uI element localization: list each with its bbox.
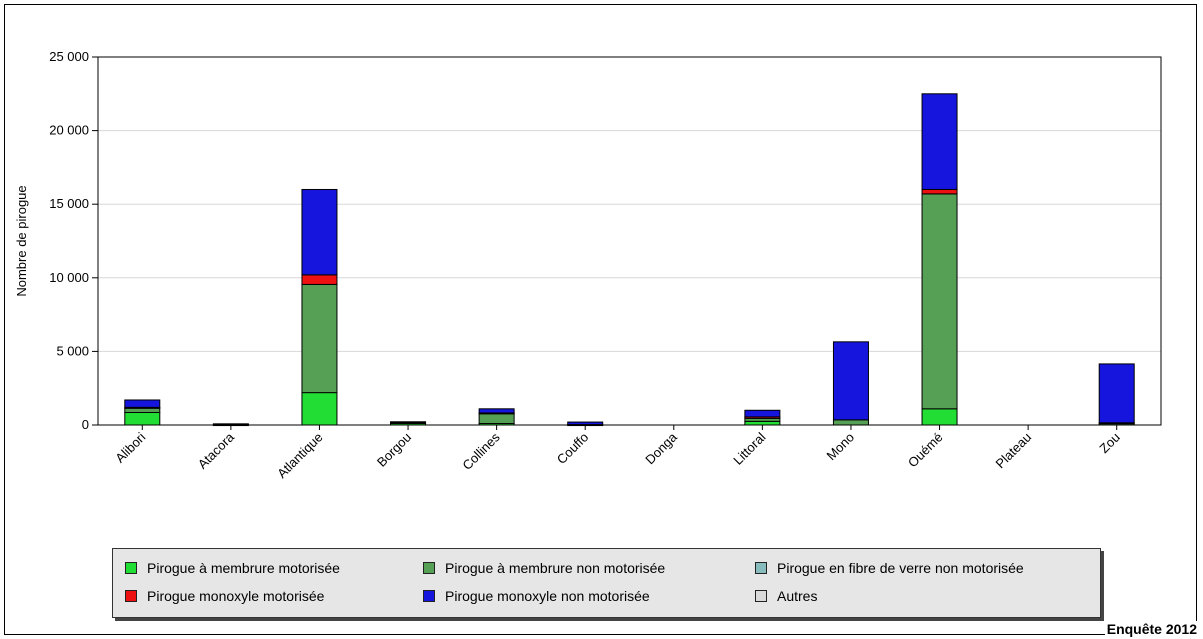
legend-label: Autres	[777, 588, 818, 604]
legend-label: Pirogue monoxyle non motorisée	[445, 588, 650, 604]
legend-swatch	[423, 562, 435, 574]
x-tick-label: Littoral	[730, 429, 768, 467]
bar-segment	[301, 188, 338, 276]
x-tick-label: Donga	[642, 429, 680, 467]
legend-swatch	[755, 562, 767, 574]
bar-segment	[301, 274, 338, 285]
legend-swatch	[755, 590, 767, 602]
x-tick-label: Ouémé	[905, 430, 946, 471]
bar-segment	[832, 341, 869, 421]
legend-label: Pirogue en fibre de verre non motorisée	[777, 560, 1024, 576]
bar-segment	[567, 421, 604, 426]
bar-segment	[478, 412, 515, 425]
bar-segment	[744, 420, 781, 426]
bar-segment	[921, 93, 958, 190]
bar-segment	[124, 411, 161, 426]
x-tick-label: Alibori	[112, 429, 148, 465]
bars	[124, 93, 1135, 427]
legend-label: Pirogue à membrure motorisée	[147, 560, 340, 576]
legend-label: Pirogue monoxyle motorisée	[147, 588, 325, 604]
y-axis-title: Nombre de pirogue	[14, 185, 29, 296]
legend-item: Pirogue en fibre de verre non motorisée	[755, 560, 1024, 576]
bar-segment	[921, 408, 958, 426]
x-tick-label: Plateau	[992, 430, 1034, 472]
bar-segment	[301, 392, 338, 426]
x-tick-label: Couffo	[554, 430, 592, 468]
y-tick-label: 5 000	[56, 343, 89, 358]
y-tick-label: 10 000	[49, 270, 89, 285]
bar-segment	[390, 421, 427, 424]
bar-segment	[921, 193, 958, 410]
legend-item: Pirogue monoxyle motorisée	[125, 588, 324, 604]
bar-segment	[124, 399, 161, 408]
x-tick-label: Atlantique	[274, 430, 325, 481]
y-tick-label: 15 000	[49, 196, 89, 211]
x-tick-label: Atacora	[195, 429, 238, 472]
legend-swatch	[423, 590, 435, 602]
x-tick-label: Mono	[823, 430, 857, 464]
y-tick-label: 0	[82, 417, 89, 432]
legend-item: Autres	[755, 588, 817, 604]
legend-label: Pirogue à membrure non motorisée	[445, 560, 666, 576]
gridlines	[98, 130, 1161, 352]
bar-segment	[921, 188, 958, 195]
survey-label: Enquête 2012	[1104, 621, 1199, 637]
bar-segment	[301, 283, 338, 394]
legend-swatch	[125, 590, 137, 602]
chart-frame	[4, 4, 1197, 635]
x-tick-label: Borgou	[374, 430, 414, 470]
y-tick-label: 20 000	[49, 123, 89, 138]
x-tick-label: Collines	[459, 429, 503, 473]
bar-segment	[744, 409, 781, 418]
legend-item: Pirogue monoxyle non motorisée	[423, 588, 650, 604]
legend: Pirogue à membrure motorisée Pirogue à m…	[112, 548, 1101, 618]
bar-segment	[832, 419, 869, 426]
y-tick-label: 25 000	[49, 49, 89, 64]
y-axis-ticks: 0 5 000 10 000 15 000 20 000 25 000	[49, 49, 98, 432]
legend-item: Pirogue à membrure non motorisée	[423, 560, 665, 576]
bar-segment	[1098, 363, 1135, 424]
legend-item: Pirogue à membrure motorisée	[125, 560, 340, 576]
bar-segment	[478, 408, 515, 414]
legend-swatch	[125, 562, 137, 574]
plot-area-border	[97, 56, 1162, 426]
x-tick-label: Zou	[1096, 430, 1122, 456]
x-axis-ticks: Alibori Atacora Atlantique Borgou Collines Co…	[112, 425, 1123, 481]
